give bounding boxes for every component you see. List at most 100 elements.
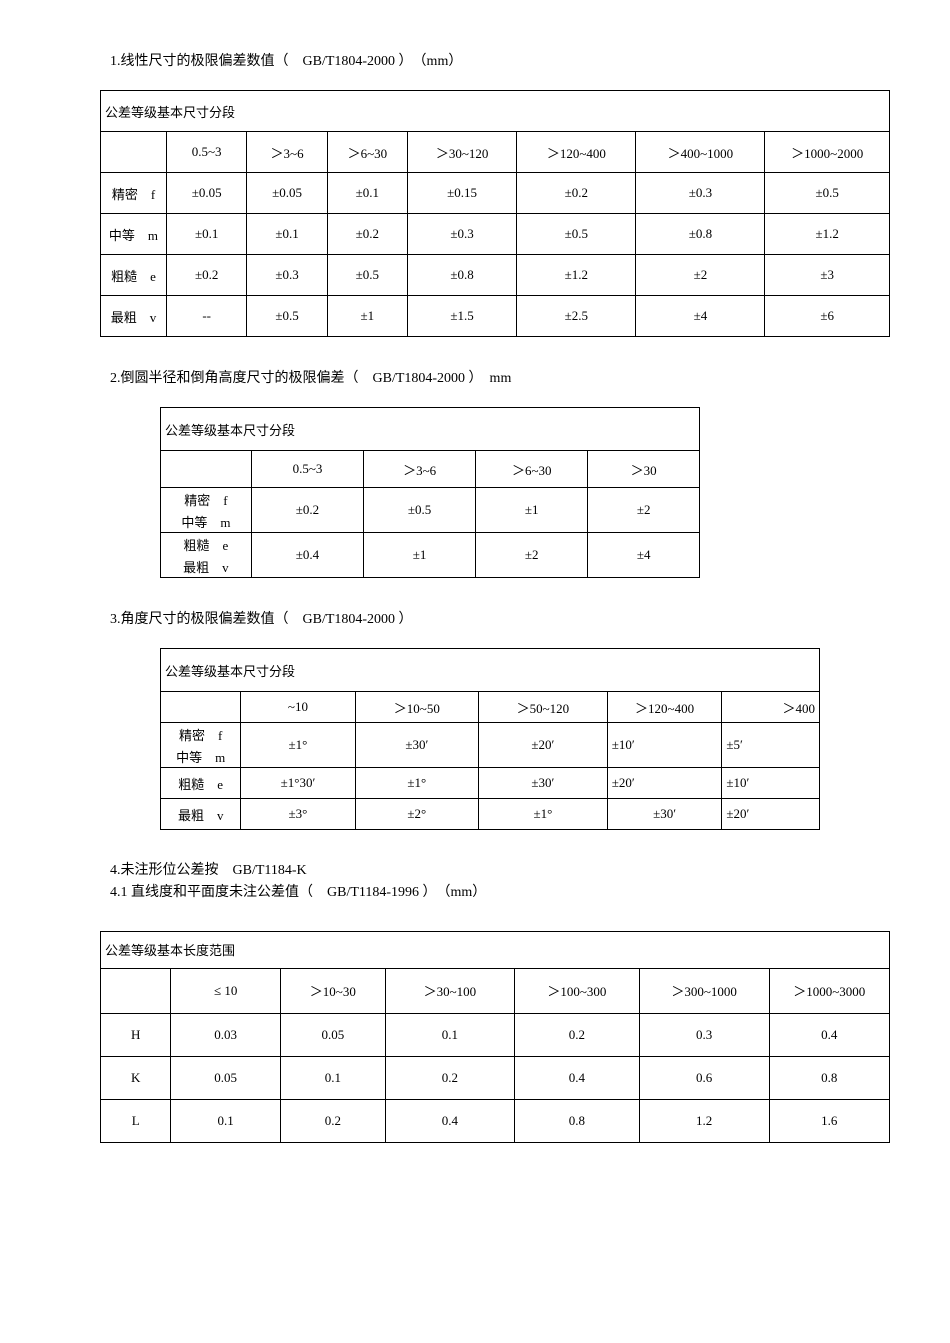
table-row: 中等 m ±0.1 ±0.1 ±0.2 ±0.3 ±0.5 ±0.8 ±1.2 xyxy=(101,214,890,255)
cell: ±5′ xyxy=(722,723,820,768)
table4-header: 公差等级基本长度范围 xyxy=(101,931,890,968)
cell: 1.2 xyxy=(639,1099,769,1142)
table3-range: ~10 xyxy=(241,692,355,723)
cell: ±1° xyxy=(479,799,608,830)
cell: ±1° xyxy=(355,768,479,799)
cell: 0.2 xyxy=(385,1056,514,1099)
table1-range: ＞3~6 xyxy=(247,132,327,173)
row-label: 最粗 v xyxy=(101,296,167,337)
cell: 0.6 xyxy=(639,1056,769,1099)
row-label: 最粗 v xyxy=(161,555,252,578)
table1-range: ＞6~30 xyxy=(327,132,407,173)
table3-range: ＞400 xyxy=(722,692,820,723)
table-row: 最粗 v -- ±0.5 ±1 ±1.5 ±2.5 ±4 ±6 xyxy=(101,296,890,337)
row-label: 粗糙 e xyxy=(161,533,252,556)
section1-title: 1.线性尺寸的极限偏差数值（ GB/T1804-2000 ） （mm） xyxy=(110,50,890,70)
row-label: 最粗 v xyxy=(161,799,241,830)
cell: ±0.3 xyxy=(636,173,765,214)
cell: ±20′ xyxy=(479,723,608,768)
cell: ±3 xyxy=(765,255,890,296)
table4-range: ＞10~30 xyxy=(280,968,385,1013)
table4-range: ＞1000~3000 xyxy=(769,968,890,1013)
row-label: 中等 m xyxy=(161,745,241,768)
cell: ±3° xyxy=(241,799,355,830)
cell: ±10′ xyxy=(722,768,820,799)
row-label: 精密 f xyxy=(161,723,241,746)
cell: ±1 xyxy=(364,533,476,578)
table1: 公差等级基本尺寸分段 0.5~3 ＞3~6 ＞6~30 ＞30~120 ＞120… xyxy=(100,90,890,337)
table3-header: 公差等级基本尺寸分段 xyxy=(161,649,820,692)
table-row: 粗糙 e ±0.4 ±1 ±2 ±4 xyxy=(161,533,700,556)
section4-note2: 4.1 直线度和平面度未注公差值（ GB/T1184-1996 ） （mm） xyxy=(110,882,890,904)
table2-range: ＞30 xyxy=(588,451,700,488)
cell: 0.8 xyxy=(769,1056,890,1099)
table-row: H 0.03 0.05 0.1 0.2 0.3 0.4 xyxy=(101,1013,890,1056)
table-row: 粗糙 e ±1°30′ ±1° ±30′ ±20′ ±10′ xyxy=(161,768,820,799)
cell: 0.2 xyxy=(280,1099,385,1142)
row-label: 中等 m xyxy=(101,214,167,255)
cell: 0.4 xyxy=(515,1056,640,1099)
cell: ±0.1 xyxy=(327,173,407,214)
table4: 公差等级基本长度范围 ≤ 10 ＞10~30 ＞30~100 ＞100~300 … xyxy=(100,931,890,1143)
cell: ±6 xyxy=(765,296,890,337)
row-label: 粗糙 e xyxy=(101,255,167,296)
row-label: H xyxy=(101,1013,171,1056)
row-label: L xyxy=(101,1099,171,1142)
table1-header: 公差等级基本尺寸分段 xyxy=(101,91,890,132)
table3: 公差等级基本尺寸分段 ~10 ＞10~50 ＞50~120 ＞120~400 ＞… xyxy=(160,648,820,830)
table2-range: 0.5~3 xyxy=(251,451,363,488)
cell: ±0.8 xyxy=(636,214,765,255)
table2-range: ＞6~30 xyxy=(476,451,588,488)
cell: ±1.5 xyxy=(407,296,516,337)
cell: ±0.3 xyxy=(247,255,327,296)
cell: ±1°30′ xyxy=(241,768,355,799)
cell: ±2.5 xyxy=(517,296,636,337)
table-row: 精密 f ±0.05 ±0.05 ±0.1 ±0.15 ±0.2 ±0.3 ±0… xyxy=(101,173,890,214)
cell: ±1 xyxy=(327,296,407,337)
cell: ±0.8 xyxy=(407,255,516,296)
cell: ±10′ xyxy=(607,723,722,768)
cell: 0.03 xyxy=(171,1013,280,1056)
cell: 0.1 xyxy=(171,1099,280,1142)
table-row: 精密 f ±0.2 ±0.5 ±1 ±2 xyxy=(161,488,700,511)
row-label: 精密 f xyxy=(101,173,167,214)
cell: 0.3 xyxy=(639,1013,769,1056)
row-label: 中等 m xyxy=(161,510,252,533)
cell: ±0.3 xyxy=(407,214,516,255)
cell: 0.4 xyxy=(385,1099,514,1142)
table1-range: ＞30~120 xyxy=(407,132,516,173)
table1-range: ＞400~1000 xyxy=(636,132,765,173)
table4-range: ＞300~1000 xyxy=(639,968,769,1013)
row-label: 精密 f xyxy=(161,488,252,511)
table4-range: ＞100~300 xyxy=(515,968,640,1013)
cell: 0.1 xyxy=(280,1056,385,1099)
cell: ±0.5 xyxy=(765,173,890,214)
table-row: L 0.1 0.2 0.4 0.8 1.2 1.6 xyxy=(101,1099,890,1142)
section4-note1: 4.未注形位公差按 GB/T1184-K xyxy=(110,860,890,882)
cell: ±0.05 xyxy=(247,173,327,214)
table3-blank xyxy=(161,692,241,723)
table1-blank xyxy=(101,132,167,173)
cell: ±30′ xyxy=(479,768,608,799)
cell: ±30′ xyxy=(607,799,722,830)
cell: ±0.1 xyxy=(247,214,327,255)
table3-range: ＞10~50 xyxy=(355,692,479,723)
cell: ±0.5 xyxy=(517,214,636,255)
cell: 0.2 xyxy=(515,1013,640,1056)
cell: 0.8 xyxy=(515,1099,640,1142)
table2-blank xyxy=(161,451,252,488)
cell: 0.05 xyxy=(280,1013,385,1056)
cell: ±0.1 xyxy=(166,214,246,255)
cell: ±0.5 xyxy=(327,255,407,296)
cell: ±0.2 xyxy=(251,488,363,533)
table-row: 最粗 v ±3° ±2° ±1° ±30′ ±20′ xyxy=(161,799,820,830)
table4-range: ＞30~100 xyxy=(385,968,514,1013)
table2-header: 公差等级基本尺寸分段 xyxy=(161,408,700,451)
cell: ±4 xyxy=(588,533,700,578)
section3-title: 3.角度尺寸的极限偏差数值（ GB/T1804-2000 ） xyxy=(110,608,890,628)
cell: 0.05 xyxy=(171,1056,280,1099)
cell: 0.1 xyxy=(385,1013,514,1056)
cell: ±1 xyxy=(476,488,588,533)
cell: ±2° xyxy=(355,799,479,830)
table-row: 精密 f ±1° ±30′ ±20′ ±10′ ±5′ xyxy=(161,723,820,746)
